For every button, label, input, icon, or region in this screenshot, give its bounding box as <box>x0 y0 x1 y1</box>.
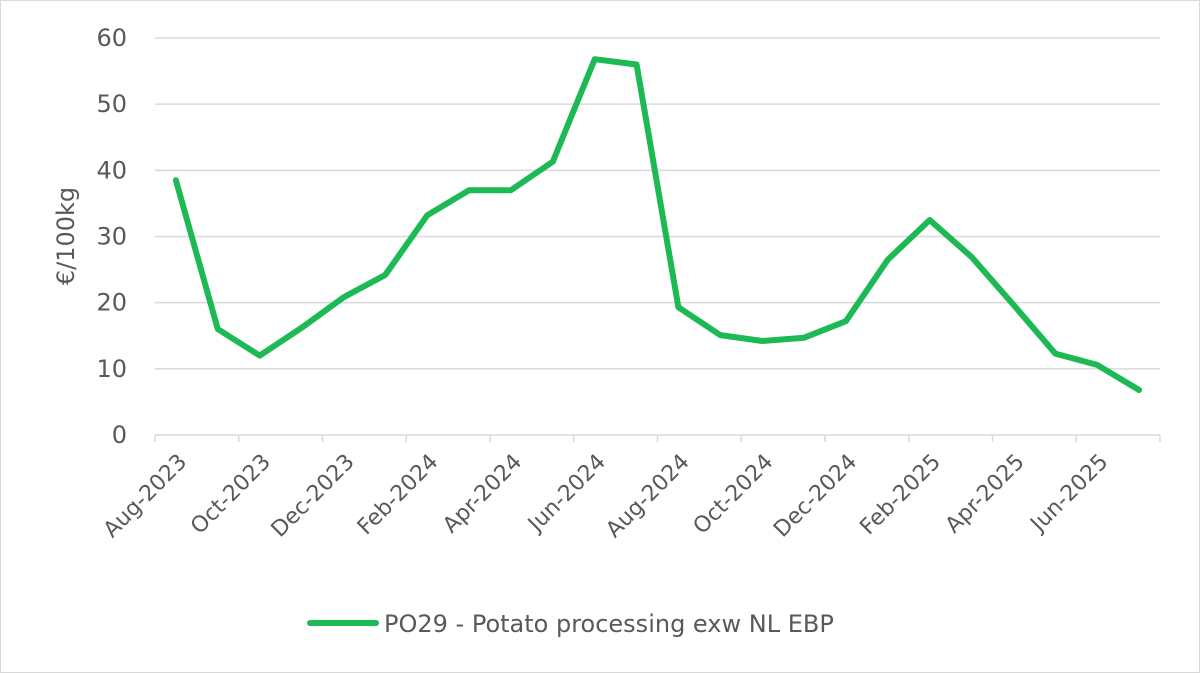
y-tick-label: 60 <box>96 24 127 52</box>
x-tick-label: Apr-2024 <box>438 450 527 539</box>
y-tick-label: 20 <box>96 289 127 317</box>
x-tick-label: Feb-2025 <box>855 450 945 540</box>
x-tick-label: Feb-2024 <box>353 450 443 540</box>
x-tick-label: Jun-2025 <box>1025 450 1114 539</box>
y-tick-label: 0 <box>112 421 127 449</box>
series-lines <box>172 56 1143 393</box>
x-tick-label: Dec-2023 <box>267 450 360 543</box>
series-line <box>172 56 1143 393</box>
x-tick-label: Dec-2024 <box>769 450 862 543</box>
legend-label: PO29 - Potato processing exw NL EBP <box>384 610 834 638</box>
legend: PO29 - Potato processing exw NL EBP <box>307 610 834 638</box>
y-axis-label: €/100kg <box>52 187 80 285</box>
y-tick-label: 50 <box>96 90 127 118</box>
y-axis-ticks: 0 10 20 30 40 50 60 <box>96 24 127 449</box>
x-tick-label: Aug-2023 <box>99 450 192 543</box>
x-tick-label: Aug-2024 <box>601 450 694 543</box>
gridlines <box>155 37 1160 436</box>
x-tick-label: Oct-2024 <box>689 450 779 540</box>
x-tick-label: Oct-2023 <box>186 450 276 540</box>
x-axis: Aug-2023Oct-2023Dec-2023Feb-2024Apr-2024… <box>99 435 1161 543</box>
x-tick-label: Jun-2024 <box>522 450 611 539</box>
y-tick-label: 30 <box>96 223 127 251</box>
y-tick-label: 10 <box>96 355 127 383</box>
y-tick-label: 40 <box>96 156 127 184</box>
x-tick-label: Apr-2025 <box>941 450 1030 539</box>
